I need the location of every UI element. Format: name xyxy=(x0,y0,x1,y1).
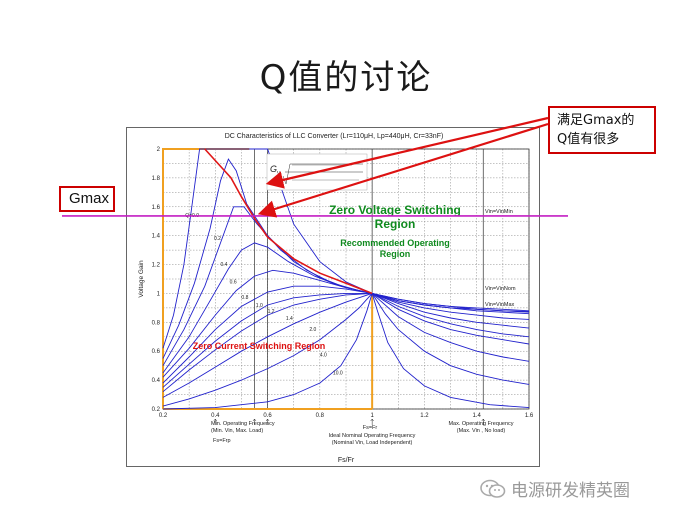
recommended-region-label: Recommended Operating xyxy=(340,238,450,248)
y-tick-label: 0.4 xyxy=(152,378,161,384)
frequency-arrow xyxy=(265,418,270,425)
gain-curve xyxy=(162,292,530,393)
curve-label: 2.0 xyxy=(309,327,316,333)
many-q-callout-line1: 满足Gmax的 xyxy=(557,113,635,128)
frequency-arrow xyxy=(481,418,485,425)
min-frequency-label: Min. Operating Frequency xyxy=(211,421,275,427)
y-tick-label: 0.8 xyxy=(152,320,161,326)
min-frequency-sublabel: (Min. Vin, Max. Load) xyxy=(211,428,263,434)
max-frequency-label: Max. Operating Frequency xyxy=(448,421,513,427)
ideal-frequency-label: Ideal Nominal Operating Frequency xyxy=(329,433,416,439)
curve-label: 0.4 xyxy=(221,262,228,268)
x-tick-label: 1.4 xyxy=(473,413,482,419)
fs-frp-label: Fs=Frp xyxy=(213,438,231,444)
many-q-callout: 满足Gmax的 Q值有很多 xyxy=(548,106,656,154)
gain-curve xyxy=(162,292,530,388)
gain-curves: Q=0.0 0.2 0.4 0.6 0.8 1.0 1.2 1.4 2.0 4.0 10.0 xyxy=(162,148,530,410)
x-tick-label: 1.2 xyxy=(420,413,429,419)
max-frequency-sublabel: (Max. Vin , No load) xyxy=(457,428,506,434)
x-tick-label: 0.2 xyxy=(159,413,168,419)
curve-label: Q=0.0 xyxy=(185,213,199,219)
y-tick-label: 1.6 xyxy=(152,205,161,211)
curve-label: 4.0 xyxy=(320,352,327,358)
curve-label: 0.8 xyxy=(241,295,248,301)
chart-figure: DC Characteristics of LLC Converter (Lr=… xyxy=(126,127,540,467)
y-tick-label: 1 xyxy=(157,291,161,297)
x-tick-label: 0.6 xyxy=(263,413,272,419)
curve-label: 1.0 xyxy=(256,303,263,309)
watermark-text: 电源研发精英圈 xyxy=(511,481,630,501)
gain-curve xyxy=(162,269,530,378)
gmax-callout: Gmax xyxy=(59,186,115,212)
curve-label: 1.4 xyxy=(286,316,293,322)
frequency-arrow xyxy=(213,418,217,425)
zcs-region-label: Zero Current Switching Region xyxy=(193,341,326,351)
gain-curve xyxy=(162,285,530,384)
x-axis-label: Fs/Fr xyxy=(338,457,355,464)
y-tick-label: 1.8 xyxy=(152,176,161,182)
frequency-arrow xyxy=(252,418,257,425)
gain-curve xyxy=(162,242,530,374)
x-tick-label: 1.6 xyxy=(525,413,534,419)
zvs-region-label: Zero Voltage Switching xyxy=(329,203,461,217)
gain-curve xyxy=(162,292,530,398)
gain-curve xyxy=(162,292,530,407)
zvs-region-label-line2: Region xyxy=(375,217,416,231)
frequency-arrow xyxy=(370,418,374,425)
fs-fr-label: Fs=Fr xyxy=(363,425,378,431)
gain-curve xyxy=(162,148,530,349)
y-tick-label: 0.6 xyxy=(152,349,161,355)
y-tick-label: 0.2 xyxy=(152,407,161,413)
y-tick-label: 2 xyxy=(157,147,161,153)
x-tick-label: 0.4 xyxy=(211,413,220,419)
slide-title: Q值的讨论 xyxy=(259,58,433,98)
recommended-region-label-line2: Region xyxy=(380,249,411,259)
curve-label: 0.2 xyxy=(214,236,221,242)
vin-max-label: Vin=VinMax xyxy=(485,302,515,308)
vin-min-label: Vin=VinMin xyxy=(485,209,513,215)
ideal-frequency-sublabel: (Nominal Vin, Load Independent) xyxy=(332,440,413,446)
many-q-callout-line2: Q值有很多 xyxy=(557,132,620,147)
y-tick-label: 1.2 xyxy=(152,263,161,269)
y-axis-label: Voltage Gain xyxy=(138,260,145,298)
wechat-icon xyxy=(480,479,506,499)
curve-label: 10.0 xyxy=(333,370,343,376)
x-tick-label: 0.8 xyxy=(316,413,325,419)
llc-gain-chart: 0.2 0.4 0.6 0.8 1 1.2 1.4 1.6 0.2 0.4 0.6 0.8 1 1.2 1.… xyxy=(138,147,534,464)
curve-label: 0.6 xyxy=(230,279,237,285)
y-tick-label: 1.4 xyxy=(152,234,161,240)
gain-curve xyxy=(162,291,530,410)
gain-curve xyxy=(162,206,530,366)
gain-formula-symbol: G xyxy=(270,164,277,174)
x-tick-label: 1 xyxy=(370,413,374,419)
vin-nom-label: Vin=VinNom xyxy=(485,286,516,292)
watermark: 电源研发精英圈 xyxy=(480,478,630,504)
zvs-boundary-curve xyxy=(204,148,373,295)
curve-label: 1.2 xyxy=(268,309,275,315)
